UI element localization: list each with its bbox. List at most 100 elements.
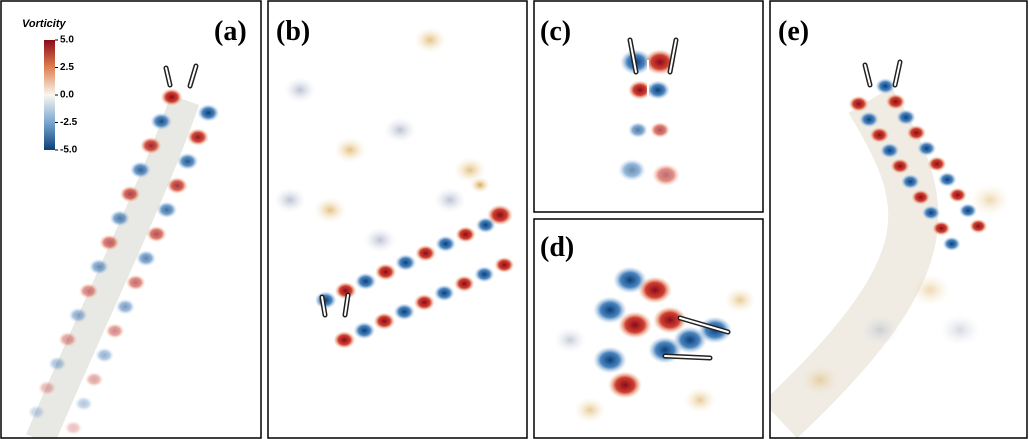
vortex <box>638 276 672 303</box>
vortex <box>932 221 950 236</box>
vortex <box>38 381 56 396</box>
vortex <box>140 137 161 154</box>
vortex <box>494 257 514 273</box>
vortex <box>910 274 950 306</box>
vortex <box>79 283 99 299</box>
colorbar-tick-label: -2.5 <box>60 117 78 128</box>
vortex <box>474 266 494 282</box>
colorbar <box>44 40 55 150</box>
vortex <box>167 177 188 194</box>
vortex <box>940 314 980 346</box>
vortex <box>652 164 680 186</box>
panel-label: (b) <box>276 16 310 47</box>
vortex <box>105 323 124 338</box>
vortex <box>938 172 957 187</box>
vortex <box>860 314 900 346</box>
vortex <box>120 186 141 203</box>
vortex <box>58 332 77 347</box>
vortex <box>187 128 209 145</box>
vortex <box>554 327 586 353</box>
vortex <box>684 387 716 413</box>
vortex <box>648 336 682 363</box>
vortex <box>116 299 136 315</box>
vortex <box>197 104 219 122</box>
vortex <box>353 322 375 339</box>
panel-label: (c) <box>540 16 571 47</box>
vortex <box>456 226 476 242</box>
vortex <box>907 125 926 140</box>
colorbar-title: Vorticity <box>22 18 66 30</box>
panel-b-field <box>274 27 514 349</box>
panel-label: (d) <box>540 232 574 263</box>
vortex <box>48 356 67 371</box>
vortex <box>156 201 177 218</box>
vortex <box>434 187 466 213</box>
vortex <box>470 177 490 193</box>
vortex <box>146 226 166 242</box>
vortex <box>150 113 172 130</box>
vortex <box>434 285 455 302</box>
vortex <box>109 210 129 226</box>
vortex <box>618 159 646 181</box>
vortex <box>928 156 947 171</box>
vortex <box>28 405 46 419</box>
vortex <box>274 187 306 213</box>
colorbar-tick-label: 2.5 <box>60 62 74 73</box>
vortex <box>374 313 396 330</box>
vortex <box>314 197 346 223</box>
vortex <box>870 127 890 143</box>
vortex <box>85 372 104 387</box>
vortex <box>136 250 156 266</box>
vortex <box>608 371 642 398</box>
vortex <box>126 275 146 291</box>
vortex <box>69 308 88 323</box>
panel-a-field <box>28 66 220 439</box>
vortex <box>943 237 961 251</box>
vortex <box>333 331 355 349</box>
vortex <box>875 78 895 94</box>
colorbar-tick-label: -5.0 <box>60 145 78 156</box>
vortex <box>859 111 879 127</box>
vortex <box>95 348 114 363</box>
vortex <box>800 364 840 396</box>
vortex <box>415 245 436 262</box>
colorbar-tick-label: 5.0 <box>60 35 74 46</box>
vortex <box>970 184 1010 216</box>
vortex <box>886 94 906 110</box>
vortex <box>646 80 670 99</box>
colorbar-tick-label: 0.0 <box>60 90 74 101</box>
vortex <box>890 158 909 173</box>
vortex <box>896 109 916 125</box>
panel-c-field <box>618 40 680 200</box>
vortex <box>618 311 652 338</box>
vortex <box>628 122 648 138</box>
vortex <box>435 236 456 252</box>
vortex <box>99 234 119 250</box>
panel-d-field <box>554 266 756 422</box>
figure: (a) (b) (c) (d) (e) Vorticity 5.0 2.5 0.0 -… <box>0 0 1029 439</box>
panel-label: (e) <box>778 16 809 47</box>
vortex <box>487 205 513 226</box>
vortex <box>394 303 415 320</box>
vortex <box>901 174 920 189</box>
vortex <box>849 96 869 112</box>
vortex <box>880 143 899 158</box>
vortex <box>375 263 396 280</box>
panel-e-field <box>780 62 1010 420</box>
vortex <box>355 273 377 290</box>
vortex <box>64 421 82 435</box>
vortex <box>948 188 966 203</box>
vortex <box>574 397 606 423</box>
vortex <box>130 161 151 178</box>
vortex <box>650 122 670 138</box>
vortex <box>384 117 416 143</box>
vortex <box>177 153 198 170</box>
panel-label: (a) <box>214 16 247 47</box>
vortex <box>454 275 475 291</box>
vortex <box>593 346 627 373</box>
vortex <box>911 190 930 205</box>
vortex <box>395 254 416 271</box>
vortex <box>922 205 940 220</box>
vortex <box>334 137 366 163</box>
vortex <box>89 259 109 275</box>
